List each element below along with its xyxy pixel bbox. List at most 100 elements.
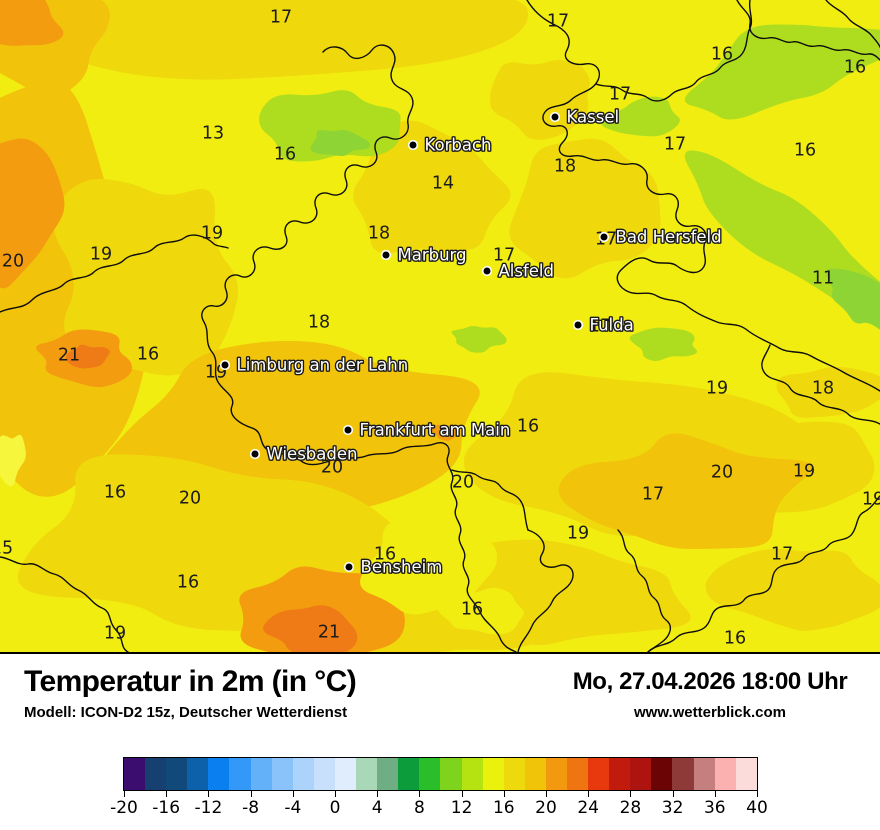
scale-tick-mark <box>377 790 379 797</box>
color-scale-segment <box>356 758 378 790</box>
color-scale-segment <box>398 758 420 790</box>
boundary-line <box>761 344 880 425</box>
temp-value-label: 18 <box>812 379 834 399</box>
temp-value-label: 18 <box>554 157 576 177</box>
color-scale-segment <box>588 758 610 790</box>
temp-value-label: 19 <box>862 490 880 510</box>
scale-tick-label: 4 <box>371 798 383 818</box>
temp-value-label: 19 <box>567 524 589 544</box>
temp-value-label: 20 <box>452 473 474 493</box>
color-scale-segment <box>461 758 483 790</box>
scale-tick-mark <box>588 790 590 797</box>
boundary-line <box>0 556 129 652</box>
model-info: Modell: ICON-D2 15z, Deutscher Wetterdie… <box>24 704 348 721</box>
temp-value-label: 17 <box>609 85 631 105</box>
city-label: Alsfeld <box>499 262 555 281</box>
temp-value-label: 14 <box>432 174 454 194</box>
scale-tick-mark <box>250 790 252 797</box>
scale-tick-label: 20 <box>535 798 557 818</box>
scale-tick-label: -8 <box>242 798 260 818</box>
scale-tick-label: -20 <box>110 798 138 818</box>
city-marker <box>249 448 261 460</box>
city-label: Wiesbaden <box>267 445 358 464</box>
temp-value-label: 16 <box>844 58 866 78</box>
boundary-line <box>647 495 880 652</box>
temp-region-green2 <box>310 129 370 157</box>
temp-region-yellow <box>774 620 880 652</box>
city-label: Bad Hersfeld <box>616 228 722 247</box>
temp-value-label: 16 <box>517 417 539 437</box>
boundary-line <box>201 44 517 652</box>
city-label: Frankfurt am Main <box>360 421 511 440</box>
color-scale-bar <box>123 757 758 791</box>
color-scale-segment <box>377 758 399 790</box>
color-scale-segment <box>672 758 694 790</box>
temp-value-label: 16 <box>177 573 199 593</box>
scale-tick-mark <box>208 790 210 797</box>
temp-value-label: 16 <box>374 545 396 565</box>
boundary-line <box>526 0 880 392</box>
temp-value-label: 16 <box>274 145 296 165</box>
color-scale-segment <box>208 758 230 790</box>
color-scale-segment <box>545 758 567 790</box>
city-marker <box>481 265 493 277</box>
city-markers: Kassel Korbach Marburg Bad Hersfeld Alsfeld F… <box>219 106 723 578</box>
temp-value-label: 17 <box>547 12 569 32</box>
temp-value-label: 11 <box>812 269 834 289</box>
temp-value-label: 15 <box>0 539 13 559</box>
boundary-line <box>451 469 529 531</box>
scale-tick-label: 24 <box>577 798 600 818</box>
temp-value-label: 16 <box>724 629 746 649</box>
color-scale-segment <box>714 758 736 790</box>
temp-value-label: 17 <box>493 246 515 266</box>
caption-right-column: Mo, 27.04.2026 18:00 Uhr www.wetterblick… <box>545 668 875 721</box>
color-scale-segment <box>566 758 589 790</box>
temp-region-yellow <box>436 587 524 635</box>
temp-value-label: 18 <box>368 224 390 244</box>
temp-region-yellow <box>360 516 498 615</box>
temp-value-label: 17 <box>589 317 611 337</box>
color-scale-segment <box>187 758 209 790</box>
scale-tick-mark <box>124 790 125 797</box>
scale-tick-label: -12 <box>194 798 223 818</box>
boundary-line <box>825 0 880 48</box>
scale-tick-mark <box>461 790 463 797</box>
color-scale-segment <box>145 758 167 790</box>
scale-tick-label: 8 <box>413 798 425 818</box>
color-scale-segment <box>166 758 188 790</box>
scale-tick-mark <box>757 790 758 797</box>
color-scale-segment <box>503 758 525 790</box>
map-caption: Temperatur in 2m (in °C) Modell: ICON-D2… <box>0 654 880 745</box>
city-marker <box>549 111 561 123</box>
temp-region-orange <box>0 138 65 289</box>
temp-region-deep <box>263 605 358 652</box>
scale-tick-mark <box>166 790 168 797</box>
temp-value-label: 16 <box>711 45 733 65</box>
city-marker <box>407 139 419 151</box>
city-label: Bensheim <box>361 558 443 577</box>
temp-region-green2 <box>825 268 880 330</box>
scale-tick-label: 12 <box>450 798 473 818</box>
temp-value-label: 17 <box>664 135 686 155</box>
boundary-line <box>736 0 880 61</box>
color-scale-segment <box>630 758 652 790</box>
temp-region-orange <box>0 0 64 46</box>
color-scale-segment <box>250 758 272 790</box>
state-borders <box>0 0 880 652</box>
city-label: Kassel <box>567 108 620 127</box>
website-url: www.wetterblick.com <box>634 704 786 721</box>
map-canvas: 17 17 16 16 17 13 17 16 16 18 14 19 18 17 19 17 20 11 18 17… <box>0 0 880 652</box>
scale-tick-mark <box>630 790 632 797</box>
temp-region-gold <box>53 178 239 376</box>
temp-value-label: 16 <box>461 600 483 620</box>
temperature-values: 17 17 16 16 17 13 17 16 16 18 14 19 18 17 19 17 20 11 18 17… <box>0 8 880 649</box>
temp-value-label: 16 <box>104 483 126 503</box>
temp-region-bright <box>0 434 26 487</box>
temp-region-gold <box>509 138 661 279</box>
boundary-line <box>617 529 672 652</box>
page-title: Temperatur in 2m (in °C) <box>24 665 357 698</box>
scale-tick-label: -16 <box>152 798 181 818</box>
city-label: Limburg an der Lahn <box>237 356 409 375</box>
city-marker <box>342 424 354 436</box>
